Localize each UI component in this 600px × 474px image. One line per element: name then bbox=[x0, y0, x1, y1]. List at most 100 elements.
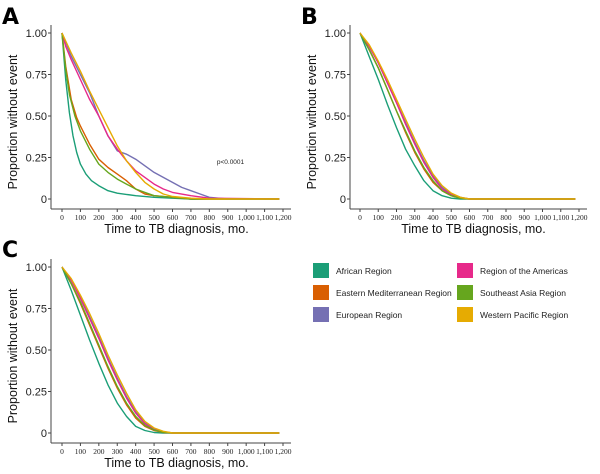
y-tick-label: 0.50 bbox=[26, 345, 47, 357]
y-tick-label: 0 bbox=[41, 194, 47, 206]
legend-item-western-pacific-region: Western Pacific Region bbox=[457, 307, 568, 322]
y-tick-label: 1.00 bbox=[26, 28, 47, 40]
legend-item-southeast-asia-region: Southeast Asia Region bbox=[457, 285, 566, 300]
x-tick-label: 700 bbox=[482, 213, 494, 222]
x-tick-label: 900 bbox=[519, 213, 531, 222]
legend-label: Region of the Americas bbox=[480, 266, 568, 276]
legend-label: Western Pacific Region bbox=[480, 310, 568, 320]
x-tick-label: 100 bbox=[75, 447, 87, 456]
x-tick-label: 100 bbox=[373, 213, 385, 222]
curve-western-pacific-region bbox=[359, 32, 576, 200]
y-tick-label: 0.75 bbox=[26, 304, 47, 316]
x-tick-label: 400 bbox=[130, 213, 142, 222]
legend-item-european-region: European Region bbox=[313, 307, 402, 322]
curve-european-region bbox=[61, 32, 280, 200]
curve-southeast-asia-region bbox=[359, 32, 576, 200]
x-tick-label: 1,200 bbox=[571, 213, 588, 222]
y-tick-label: 0.50 bbox=[26, 111, 47, 123]
legend: African Region Region of the Americas East… bbox=[313, 263, 568, 322]
panel-c: C 0 0.25 0.50 0.75 1.00 0 100 200 300 400 500 600 700… bbox=[2, 238, 292, 470]
y-tick-label: 0.75 bbox=[325, 70, 346, 82]
x-tick-label: 800 bbox=[204, 213, 216, 222]
panel-b: B 0 0.25 0.50 0.75 1.00 0 100 200 300 400 500 600 700… bbox=[301, 5, 588, 236]
panel-a: A 0 0.25 0.50 0.75 1.00 0 100 200 300 400 500 600 700… bbox=[2, 5, 292, 236]
legend-item-region-of-the-americas: Region of the Americas bbox=[457, 263, 568, 278]
legend-swatch bbox=[313, 263, 329, 278]
curve-western-pacific-region bbox=[61, 32, 280, 200]
x-tick-label: 200 bbox=[391, 213, 403, 222]
curve-african-region bbox=[61, 266, 280, 434]
x-axis-title: Time to TB diagnosis, mo. bbox=[104, 222, 249, 236]
y-tick-label: 1.00 bbox=[325, 28, 346, 40]
y-tick-label: 0 bbox=[41, 428, 47, 440]
x-tick-label: 0 bbox=[60, 447, 64, 456]
curve-southeast-asia-region bbox=[61, 32, 280, 200]
curve-southeast-asia-region bbox=[61, 266, 280, 434]
x-tick-label: 1,000 bbox=[238, 213, 255, 222]
x-tick-label: 0 bbox=[358, 213, 362, 222]
x-tick-label: 500 bbox=[446, 213, 458, 222]
x-tick-label: 1,000 bbox=[534, 213, 551, 222]
curve-african-region bbox=[61, 32, 280, 200]
legend-item-african-region: African Region bbox=[313, 263, 392, 278]
y-tick-label: 0 bbox=[340, 194, 346, 206]
curve-western-pacific-region bbox=[61, 266, 280, 434]
x-tick-label: 1,200 bbox=[275, 447, 292, 456]
legend-swatch bbox=[457, 263, 473, 278]
x-tick-label: 900 bbox=[222, 213, 234, 222]
x-tick-label: 900 bbox=[222, 447, 234, 456]
x-tick-label: 700 bbox=[185, 213, 197, 222]
x-tick-label: 1,000 bbox=[238, 447, 255, 456]
x-tick-label: 1,100 bbox=[256, 213, 273, 222]
curve-eastern-mediterranean-region bbox=[61, 266, 280, 434]
x-tick-label: 300 bbox=[409, 213, 421, 222]
legend-swatch bbox=[457, 285, 473, 300]
x-tick-label: 600 bbox=[464, 213, 476, 222]
panel-label: B bbox=[301, 5, 318, 30]
x-tick-label: 400 bbox=[130, 447, 142, 456]
y-axis-title: Proportion without event bbox=[6, 54, 20, 189]
y-tick-label: 1.00 bbox=[26, 262, 47, 274]
legend-item-eastern-mediterranean-region: Eastern Mediterranean Region bbox=[313, 285, 452, 300]
x-tick-label: 1,100 bbox=[552, 213, 569, 222]
y-tick-label: 0.25 bbox=[26, 153, 47, 165]
curve-european-region bbox=[61, 266, 280, 434]
x-tick-label: 700 bbox=[185, 447, 197, 456]
y-axis-title: Proportion without event bbox=[6, 288, 20, 423]
y-tick-label: 0.25 bbox=[325, 153, 346, 165]
curve-eastern-mediterranean-region bbox=[61, 32, 280, 200]
legend-label: Southeast Asia Region bbox=[480, 288, 566, 298]
x-tick-label: 300 bbox=[112, 213, 124, 222]
panel-label: A bbox=[2, 5, 19, 30]
p-value-annotation: p<0.0001 bbox=[217, 159, 245, 166]
legend-label: European Region bbox=[336, 310, 402, 320]
x-tick-label: 1,100 bbox=[256, 447, 273, 456]
x-tick-label: 600 bbox=[167, 447, 179, 456]
x-axis-title: Time to TB diagnosis, mo. bbox=[401, 222, 546, 236]
x-tick-label: 500 bbox=[148, 213, 160, 222]
y-tick-label: 0.50 bbox=[325, 111, 346, 123]
panel-label: C bbox=[2, 238, 18, 263]
x-tick-label: 300 bbox=[112, 447, 124, 456]
x-tick-label: 200 bbox=[93, 213, 105, 222]
legend-swatch bbox=[313, 307, 329, 322]
curve-region-of-the-americas bbox=[61, 32, 280, 200]
legend-swatch bbox=[457, 307, 473, 322]
x-tick-label: 1,200 bbox=[275, 213, 292, 222]
x-tick-label: 800 bbox=[500, 213, 512, 222]
x-tick-label: 800 bbox=[204, 447, 216, 456]
x-tick-label: 500 bbox=[148, 447, 160, 456]
x-tick-label: 400 bbox=[427, 213, 439, 222]
x-tick-label: 600 bbox=[167, 213, 179, 222]
y-axis-title: Proportion without event bbox=[305, 54, 319, 189]
legend-swatch bbox=[313, 285, 329, 300]
x-tick-label: 0 bbox=[60, 213, 64, 222]
curve-african-region bbox=[359, 32, 576, 200]
legend-label: African Region bbox=[336, 266, 392, 276]
curve-region-of-the-americas bbox=[61, 266, 280, 434]
y-tick-label: 0.75 bbox=[26, 70, 47, 82]
x-tick-label: 200 bbox=[93, 447, 105, 456]
x-axis-title: Time to TB diagnosis, mo. bbox=[104, 456, 249, 470]
x-tick-label: 100 bbox=[75, 213, 87, 222]
